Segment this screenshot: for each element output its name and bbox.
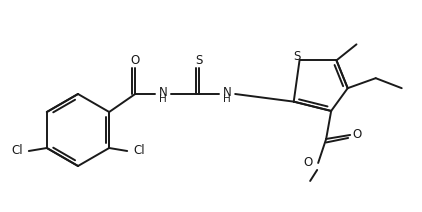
Text: N: N	[159, 85, 168, 99]
Text: S: S	[293, 50, 300, 63]
Text: Cl: Cl	[133, 145, 145, 158]
Text: O: O	[130, 54, 140, 67]
Text: H: H	[223, 94, 231, 104]
Text: O: O	[303, 156, 312, 169]
Text: S: S	[195, 54, 203, 67]
Text: O: O	[352, 128, 362, 141]
Text: Cl: Cl	[11, 145, 23, 158]
Text: H: H	[159, 94, 167, 104]
Text: N: N	[223, 85, 232, 99]
